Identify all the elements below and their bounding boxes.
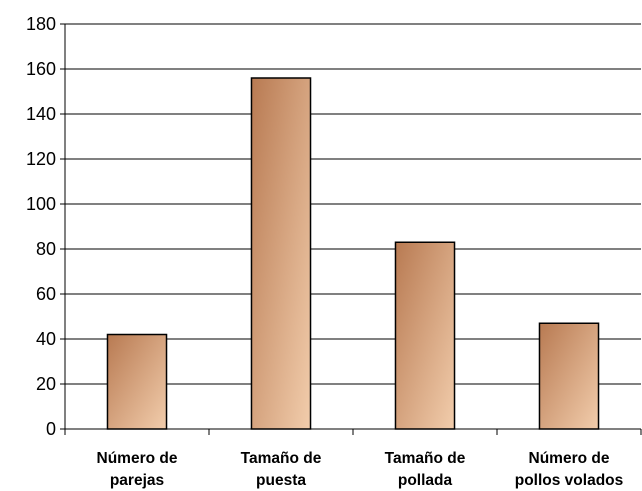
x-category-label: Número de <box>97 450 178 467</box>
x-category-label: pollos volados <box>515 472 624 489</box>
y-tick-label: 120 <box>26 149 56 169</box>
y-tick-label: 100 <box>26 194 56 214</box>
x-category-label: pollada <box>398 472 453 489</box>
y-tick-label: 40 <box>36 329 56 349</box>
x-category-label: puesta <box>256 472 306 489</box>
axes <box>60 23 642 435</box>
bar <box>106 333 168 430</box>
x-category-label: Tamaño de <box>385 450 466 467</box>
y-tick-label: 60 <box>36 284 56 304</box>
x-category-label: Tamaño de <box>241 450 322 467</box>
y-tick-label: 140 <box>26 104 56 124</box>
x-category-labels: Número de parejas Tamaño de puesta Tamaño de… <box>97 450 624 489</box>
y-tick-labels: 0 20 40 60 80 100 120 140 160 180 <box>26 14 56 439</box>
bars <box>106 77 600 430</box>
x-category-label: Número de <box>529 450 610 467</box>
bar <box>538 322 600 430</box>
y-tick-label: 0 <box>46 419 56 439</box>
y-tick-label: 80 <box>36 239 56 259</box>
bar <box>394 241 456 430</box>
y-tick-label: 160 <box>26 59 56 79</box>
x-category-label: parejas <box>110 472 164 489</box>
y-tick-label: 180 <box>26 14 56 34</box>
y-tick-label: 20 <box>36 374 56 394</box>
bar <box>250 77 312 430</box>
